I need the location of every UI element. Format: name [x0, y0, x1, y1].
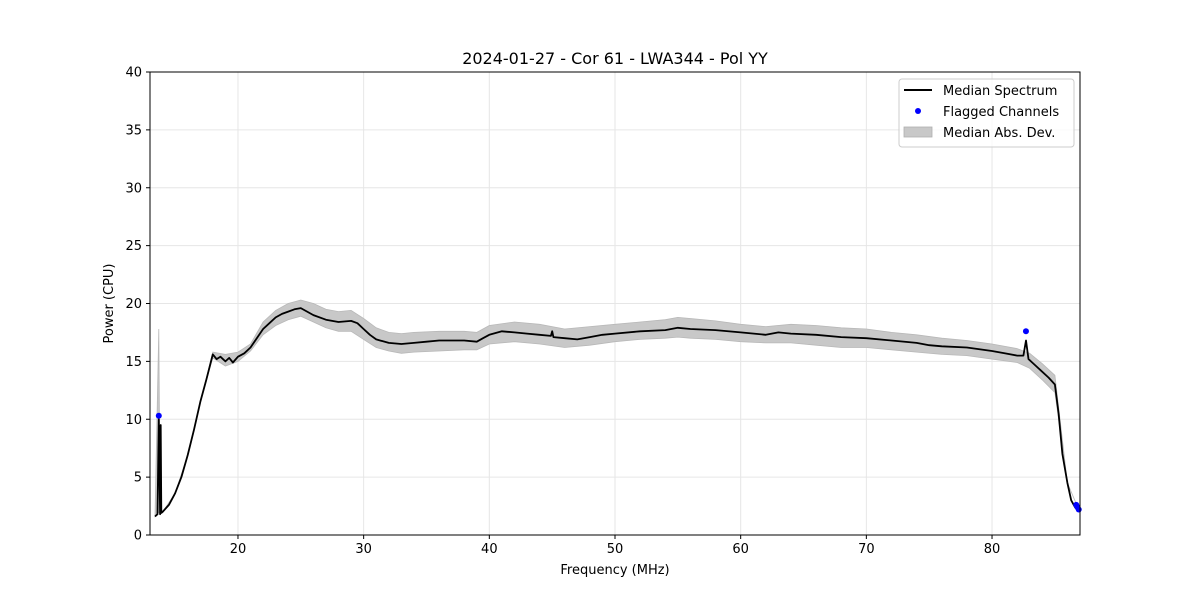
y-axis: 0 5 10 15 20 25 30 35 40 — [125, 66, 150, 544]
x-tick-label: 40 — [481, 542, 498, 557]
legend-flagged-label: Flagged Channels — [943, 105, 1059, 120]
legend-flagged-swatch — [915, 108, 921, 114]
y-tick-label: 35 — [125, 123, 142, 138]
x-tick-label: 60 — [732, 542, 749, 557]
legend-box — [898, 78, 1075, 148]
y-tick-label: 10 — [125, 413, 142, 428]
x-tick-label: 20 — [230, 542, 247, 557]
plot-area — [154, 299, 1082, 518]
legend-median-label: Median Spectrum — [943, 84, 1057, 99]
x-axis: 20 30 40 50 60 70 80 — [230, 535, 1001, 557]
y-tick-label: 40 — [125, 66, 142, 81]
x-axis-label: Frequency (MHz) — [560, 563, 669, 578]
flagged-channel-point — [1075, 506, 1082, 513]
flagged-channel-point — [1022, 328, 1029, 335]
median-spectrum-line — [154, 307, 1080, 518]
y-axis-label: Power (CPU) — [102, 263, 117, 343]
y-tick-label: 20 — [125, 297, 142, 312]
y-tick-label: 25 — [125, 239, 142, 254]
y-tick-label: 15 — [125, 355, 142, 370]
y-tick-label: 0 — [134, 529, 142, 544]
y-tick-label: 5 — [134, 471, 142, 486]
x-tick-label: 30 — [355, 542, 372, 557]
y-tick-label: 30 — [125, 181, 142, 196]
legend: Median Spectrum Flagged Channels Median … — [898, 78, 1075, 148]
x-tick-label: 70 — [858, 542, 875, 557]
chart-title: 2024-01-27 - Cor 61 - LWA344 - Pol YY — [462, 49, 768, 68]
x-tick-label: 80 — [984, 542, 1001, 557]
flagged-channel-point — [155, 412, 162, 419]
legend-mad-label: Median Abs. Dev. — [943, 126, 1055, 141]
x-tick-label: 50 — [607, 542, 624, 557]
legend-mad-swatch — [903, 126, 933, 138]
